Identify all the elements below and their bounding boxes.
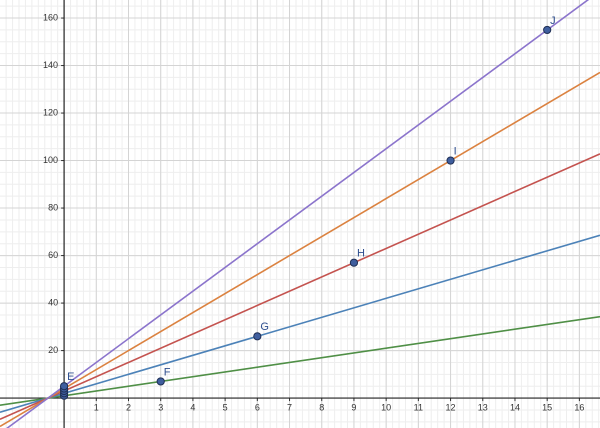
point [446, 156, 455, 165]
point-label: G [260, 321, 269, 333]
y-tick-label: 160 [43, 12, 58, 22]
point [156, 377, 165, 386]
y-tick-label: 80 [48, 202, 58, 212]
point-label: I [454, 145, 457, 157]
point [349, 258, 359, 267]
point-label: H [357, 248, 365, 260]
function-line [0, 153, 600, 421]
x-tick-label: 10 [381, 402, 391, 412]
function-line [0, 234, 600, 413]
y-tick-label: 100 [43, 155, 58, 165]
x-tick-label: 7 [287, 402, 292, 412]
x-tick-label: 9 [351, 402, 356, 412]
x-tick-label: 8 [319, 402, 324, 412]
function-line [0, 71, 600, 428]
x-tick-label: 16 [574, 402, 584, 412]
x-tick-label: 12 [446, 402, 456, 412]
x-tick-label: 13 [478, 402, 488, 412]
x-tick-label: 4 [190, 402, 195, 412]
x-tick-label: 11 [414, 402, 423, 412]
point [59, 382, 69, 391]
x-tick-label: 3 [158, 402, 163, 412]
y-tick-label: 20 [48, 345, 58, 355]
function-line [0, 315, 600, 406]
y-tick-label: 40 [48, 297, 58, 307]
x-tick-label: 2 [126, 402, 131, 412]
x-tick-label: 14 [510, 402, 520, 412]
points: F G H I E J [59, 15, 556, 400]
point-label: J [550, 15, 556, 27]
x-tick-label: 6 [255, 402, 260, 412]
point [253, 332, 262, 341]
point [543, 25, 552, 35]
point-label: F [164, 366, 171, 378]
y-tick-label: 120 [43, 107, 58, 117]
y-tick-label: 140 [43, 60, 58, 70]
point-label: E [67, 371, 74, 383]
x-tick-label: 5 [223, 402, 228, 412]
y-tick-label: 60 [48, 250, 58, 260]
x-tick-label: 15 [542, 402, 552, 412]
x-tick-label: 1 [94, 402, 99, 412]
